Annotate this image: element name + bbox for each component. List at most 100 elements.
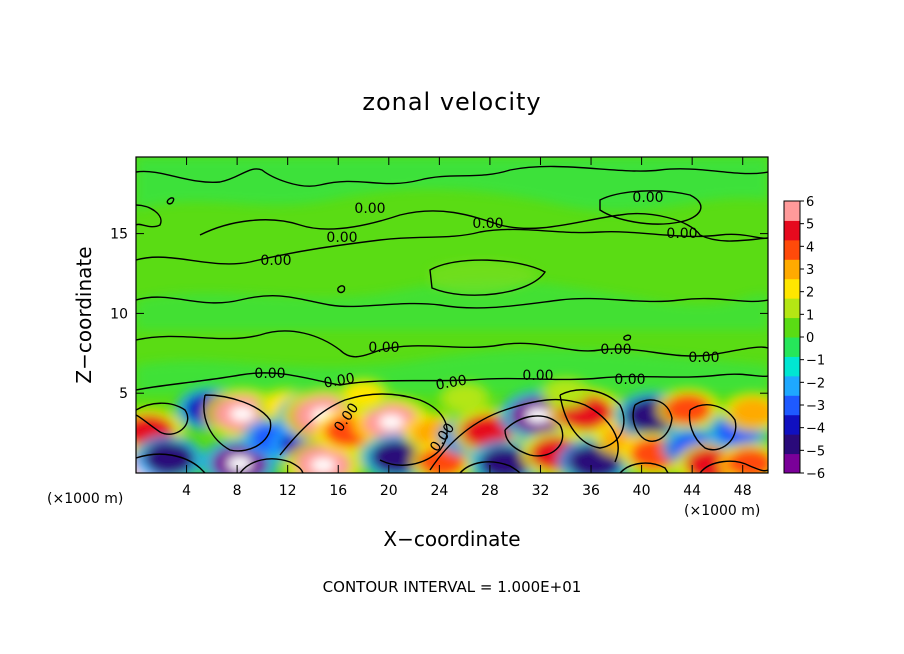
velocity-cell-core [379, 414, 404, 430]
contour-line [429, 398, 619, 471]
contour-line [166, 197, 175, 205]
contour-line [136, 228, 768, 265]
colorbar-tick-label: 1 [806, 308, 814, 323]
contour-line [459, 461, 521, 473]
x-tick-label: 24 [430, 483, 448, 499]
colorbar-swatch [784, 375, 800, 396]
x-tick-label: 48 [734, 483, 752, 499]
y-tick-label: 15 [110, 227, 128, 243]
contour-line [337, 285, 346, 294]
velocity-cell [480, 447, 530, 473]
colorbar-swatch [784, 337, 800, 357]
contour-label: 0.00 [326, 230, 357, 246]
contour-label: 0.00 [614, 372, 645, 388]
contour-lines [136, 165, 768, 473]
velocity-cell [447, 386, 483, 410]
y-tick-label: 10 [110, 306, 128, 322]
contour-label: 0.00 [323, 370, 356, 391]
colorbar-swatch [784, 453, 800, 474]
plot-area: 0.00 0.00 0.00 0.00 0.00 0.00 0.00 0.00 0.00 0.00… [136, 157, 768, 473]
colorbar-swatch [784, 239, 800, 260]
contour-line [199, 210, 768, 242]
velocity-cell-core [227, 456, 252, 471]
contour-label: 0.00 [632, 190, 663, 206]
contour-line [279, 393, 448, 466]
colorbar-swatch [784, 259, 800, 280]
x-tick-label: 36 [582, 483, 600, 499]
x-tick-label: 28 [481, 483, 499, 499]
x-tick-label: 44 [683, 483, 701, 499]
contour-label: 0.00 [472, 216, 503, 232]
colorbar-tick-label: 4 [806, 240, 814, 255]
x-axis-label: X−coordinate [383, 527, 521, 551]
x-tick-label: 12 [279, 483, 297, 499]
x-tick-label: 4 [182, 483, 191, 499]
contour-label: 0.00 [522, 368, 553, 384]
colorbar-tick-label: 2 [806, 286, 814, 301]
velocity-cell [727, 448, 768, 473]
contour-label: 0.00 [688, 350, 719, 366]
velocity-cell-core [229, 406, 255, 422]
colorbar-tick-label: −6 [806, 467, 825, 482]
colorbar-tick-label: 0 [806, 331, 814, 346]
contour-label: 0.00 [368, 340, 399, 356]
velocity-cell [665, 394, 711, 424]
plot-frame [135, 156, 769, 474]
contour-interval-note: CONTOUR INTERVAL = 1.000E+01 [322, 578, 582, 596]
colorbar-swatch [784, 434, 800, 455]
x-axis: 4 8 12 16 20 24 28 32 36 40 44 48 [182, 157, 752, 499]
contour-line [136, 165, 768, 187]
background-variation [136, 157, 768, 395]
x-axis-unit-right: (×1000 m) [684, 503, 761, 519]
contour-line [619, 462, 669, 473]
velocity-cell [144, 442, 194, 473]
contour-label: 0.00 [666, 226, 697, 242]
colorbar-tick-label: −5 [806, 444, 825, 459]
x-tick-label: 40 [633, 483, 651, 499]
y-tick-label: 5 [119, 386, 128, 402]
colorbar: 6 5 4 3 2 1 0 −1 −2 −3 −4 −5 −6 [783, 195, 825, 482]
colorbar-tick-label: −4 [806, 422, 825, 437]
contour-line [429, 259, 546, 296]
contour-label: 0.00 [435, 372, 468, 393]
velocity-cell [462, 415, 513, 448]
x-tick-label: 16 [329, 483, 347, 499]
velocity-cell [344, 382, 383, 407]
velocity-cells [136, 376, 768, 473]
contour-line [504, 415, 564, 457]
contour-line [136, 453, 206, 473]
colorbar-swatch [784, 356, 800, 377]
contour-label: 0.00 [260, 253, 291, 269]
x-tick-label: 8 [233, 483, 242, 499]
colorbar-tick-label: 6 [806, 195, 814, 210]
velocity-cell [419, 447, 465, 473]
contour-line [136, 330, 768, 358]
colorbar-swatch [784, 201, 800, 221]
colorbar-tick-label: 3 [806, 263, 814, 278]
colorbar-swatch [784, 298, 800, 319]
contour-labels: 0.00 0.00 0.00 0.00 0.00 0.00 0.00 0.00 0.00 0.00… [254, 190, 719, 455]
contour-line [239, 458, 304, 473]
velocity-cell-core [310, 457, 336, 473]
contour-line [699, 460, 768, 473]
contour-line [688, 404, 737, 451]
colorbar-tick-label: −2 [806, 376, 825, 391]
contour-label: 0.00 [354, 201, 385, 217]
contour-line [136, 295, 768, 309]
contour-line [136, 402, 189, 435]
y-axis: 5 10 15 [110, 227, 768, 402]
colorbar-swatch [784, 220, 800, 241]
colorbar-swatch [784, 278, 800, 299]
x-axis-unit-left: (×1000 m) [47, 491, 124, 507]
contour-line [559, 389, 625, 449]
colorbar-swatch [784, 317, 800, 338]
contour-line [623, 334, 632, 341]
colorbar-swatch [784, 414, 800, 435]
chart-title: zonal velocity [362, 88, 542, 116]
contour-label: 0.00 [600, 342, 631, 358]
colorbar-tick-label: −3 [806, 399, 825, 414]
contour-line [632, 399, 673, 442]
contour-line [136, 204, 162, 228]
colorbar-tick-label: 5 [806, 218, 814, 233]
